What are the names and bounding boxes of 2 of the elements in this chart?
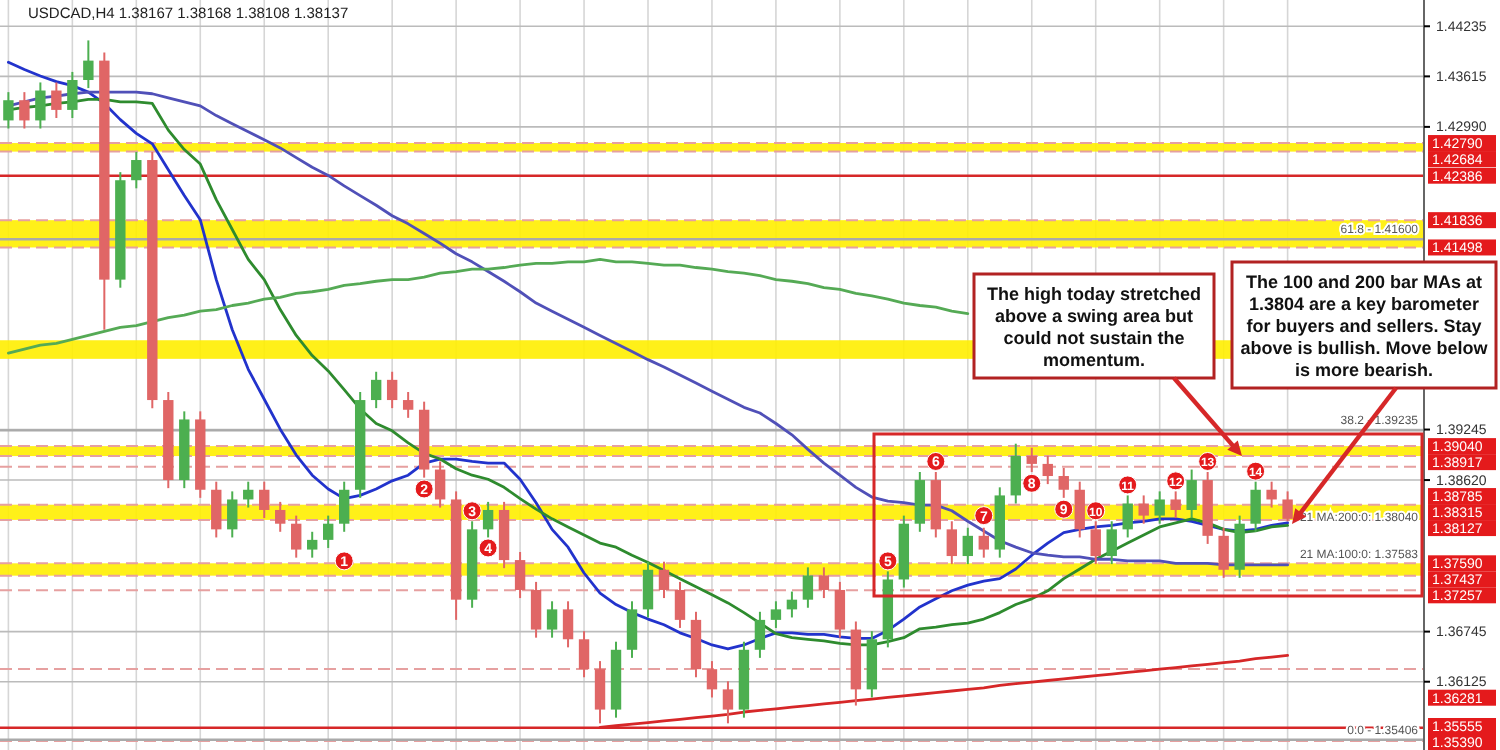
annotation: The high today stretched above a swing area but could not sustain the momentum. bbox=[986, 284, 1202, 370]
annotation: The 100 and 200 bar MAs at 1.3804 are a key barometer for buyers and sellers. Stay above is bullish. Move below is more bearish. bbox=[1240, 272, 1490, 380]
